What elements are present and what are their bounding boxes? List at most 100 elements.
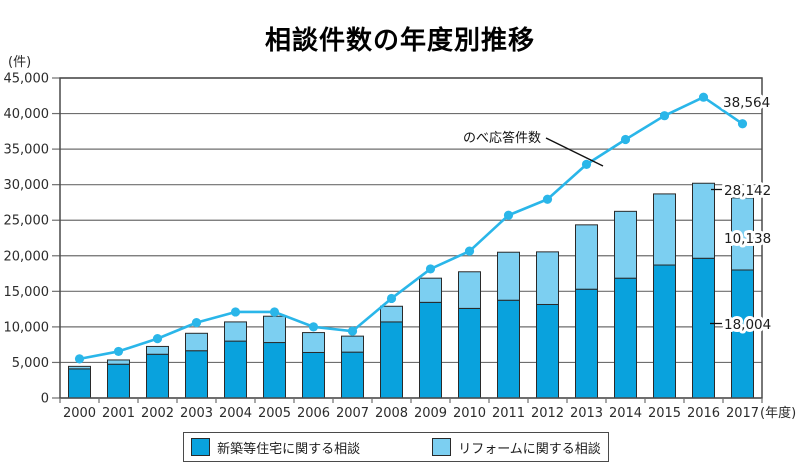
annotation-leader <box>545 137 604 167</box>
x-axis-label: 2002 <box>141 406 174 421</box>
x-axis-label: 2008 <box>375 406 408 421</box>
trend-marker <box>620 134 631 145</box>
trend-marker <box>152 334 163 344</box>
bar-segment <box>458 271 481 309</box>
bar-segment <box>536 251 559 305</box>
x-axis-unit-label: (年度) <box>760 405 796 421</box>
x-axis-label: 2001 <box>102 406 135 421</box>
x-axis-label: 2003 <box>180 406 213 421</box>
value-label: 10,138 <box>724 231 771 247</box>
bar-segment <box>692 182 715 259</box>
legend-label-reform: リフォームに関する相談 <box>458 441 601 457</box>
x-axis-label: 2017 <box>726 406 759 421</box>
value-label: 38,564 <box>723 95 770 111</box>
y-axis-label: 25,000 <box>4 214 50 229</box>
bar-segment <box>224 321 247 342</box>
bar-segment <box>68 365 91 370</box>
x-axis-label: 2012 <box>531 406 564 421</box>
y-axis-label: 20,000 <box>4 249 50 264</box>
trend-marker <box>386 293 397 304</box>
bar-segment <box>146 345 169 355</box>
legend: 新築等住宅に関する相談 リフォームに関する相談 <box>183 432 609 462</box>
bar-segment <box>185 332 208 352</box>
trend-marker <box>737 119 748 129</box>
x-axis-label: 2004 <box>219 406 252 421</box>
bar-segment <box>341 335 364 353</box>
value-label: 28,142 <box>724 183 771 199</box>
bar-segment <box>653 193 676 266</box>
bar-segment <box>380 305 403 323</box>
bar-segment <box>380 321 403 399</box>
bar-segment <box>653 264 676 399</box>
bar-segment <box>224 340 247 399</box>
x-axis-label: 2015 <box>648 406 681 421</box>
y-axis-label: 30,000 <box>4 178 50 193</box>
x-axis-label: 2005 <box>258 406 291 421</box>
bar-segment <box>146 353 169 399</box>
bar-segment <box>263 315 286 344</box>
trend-marker <box>464 246 475 256</box>
bar-segment <box>185 350 208 399</box>
chart-title: 相談件数の年度別推移 <box>264 26 535 56</box>
legend-item-reform: リフォームに関する相談 <box>432 438 601 457</box>
bar-segment <box>419 301 442 399</box>
bar-segment <box>302 351 325 399</box>
trend-marker <box>269 307 280 317</box>
x-axis-label: 2016 <box>687 406 720 421</box>
bar-segment <box>536 303 559 399</box>
legend-swatch-reform <box>432 438 452 456</box>
x-axis-label: 2010 <box>453 406 486 421</box>
bar-segment <box>497 299 520 399</box>
trend-marker <box>308 322 319 332</box>
bar-segment <box>341 351 364 399</box>
bar-segment <box>107 359 130 365</box>
trend-marker <box>113 346 124 357</box>
bar-segment <box>68 368 91 399</box>
bar-segment <box>263 342 286 399</box>
annotation-label: のべ応答件数 <box>463 130 541 146</box>
trend-marker <box>581 159 592 169</box>
trend-marker <box>191 318 202 328</box>
trend-marker <box>425 264 436 274</box>
trend-marker <box>74 354 85 364</box>
bar-segment <box>302 332 325 353</box>
x-axis-label: 2009 <box>414 406 447 421</box>
legend-swatch-new-housing <box>191 438 211 456</box>
trend-marker <box>659 111 670 121</box>
x-axis-label: 2013 <box>570 406 603 421</box>
trend-marker <box>347 326 358 336</box>
y-axis-label: 0 <box>41 392 49 407</box>
y-axis-label: 45,000 <box>4 72 50 87</box>
y-axis-label: 5,000 <box>12 356 49 371</box>
bar-segment <box>575 224 598 290</box>
bar-segment <box>731 197 754 271</box>
bar-segment <box>107 363 130 399</box>
legend-label-new-housing: 新築等住宅に関する相談 <box>217 441 361 457</box>
x-axis-label: 2006 <box>297 406 330 421</box>
x-axis-label: 2007 <box>336 406 369 421</box>
bar-segment <box>614 210 637 279</box>
y-axis-unit-label: (件) <box>8 55 32 70</box>
trend-marker <box>503 210 514 220</box>
trend-marker <box>230 307 241 317</box>
bar-segment <box>497 251 520 301</box>
bar-segment <box>731 269 754 399</box>
y-axis-label: 10,000 <box>4 320 50 335</box>
value-label: 18,004 <box>724 317 771 333</box>
x-axis-label: 2011 <box>492 406 525 421</box>
x-axis-label: 2014 <box>609 406 642 421</box>
bar-segment <box>692 257 715 399</box>
bar-segment <box>458 307 481 399</box>
y-axis-label: 35,000 <box>4 143 50 158</box>
bar-segment <box>419 277 442 303</box>
legend-item-new-housing: 新築等住宅に関する相談 <box>191 438 360 457</box>
y-axis-label: 40,000 <box>4 107 50 122</box>
trend-marker <box>542 194 553 204</box>
trend-marker <box>698 92 709 102</box>
x-axis-label: 2000 <box>63 406 96 421</box>
bar-segment <box>614 277 637 399</box>
bar-segment <box>575 288 598 399</box>
y-axis-label: 15,000 <box>4 285 50 300</box>
